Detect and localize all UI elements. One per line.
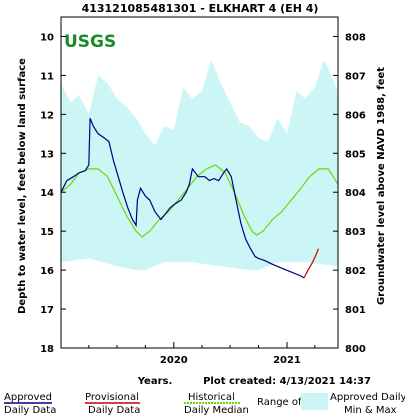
right-tick-label: 802 [345, 266, 366, 277]
left-tick-label: 10 [40, 32, 54, 43]
right-tick-label: 805 [345, 149, 366, 160]
approved-line [60, 117, 305, 279]
left-axis-ticks: 10 11 12 13 14 15 16 17 18 [40, 32, 66, 355]
y-axis-label-right: Groundwater level above NAVD 1988, feet [376, 67, 387, 305]
right-tick-label: 806 [345, 110, 366, 121]
right-tick-label: 807 [345, 71, 366, 82]
right-axis-ticks: 800 801 802 803 804 805 806 807 808 [333, 32, 366, 355]
right-tick-label: 804 [345, 188, 366, 199]
legend-range-line1: Approved Daily [330, 392, 405, 403]
legend: Approved Daily Data Provisional Daily Da… [4, 392, 405, 416]
x-tick-label: 2020 [160, 355, 188, 366]
left-tick-label: 12 [40, 110, 54, 121]
range-band [61, 59, 338, 271]
right-tick-label: 800 [345, 344, 366, 355]
provisional-line [303, 248, 320, 279]
x-tick-label: 2021 [273, 355, 301, 366]
x-axis-label: Years. [137, 376, 173, 387]
legend-historical-line1: Historical [188, 392, 235, 403]
left-tick-label: 13 [40, 149, 54, 160]
right-tick-label: 803 [345, 227, 366, 238]
left-tick-label: 11 [40, 71, 54, 82]
legend-approved-line1: Approved [4, 392, 52, 403]
left-tick-label: 17 [40, 305, 54, 316]
left-tick-label: 16 [40, 266, 54, 277]
usgs-logo: USGS [64, 32, 116, 52]
left-tick-label: 15 [40, 227, 54, 238]
legend-provisional-line1: Provisional [85, 392, 139, 403]
left-tick-label: 14 [40, 188, 54, 199]
x-axis-ticks: 2020 2021 [60, 342, 316, 366]
left-tick-label: 18 [40, 344, 54, 355]
legend-range-swatch [301, 393, 328, 410]
legend-provisional-line2: Daily Data [88, 405, 140, 416]
legend-range-label: Range of [257, 397, 302, 408]
legend-historical-line2: Daily Median [184, 405, 249, 416]
legend-range-line2: Min & Max [344, 405, 397, 416]
right-tick-label: 808 [345, 32, 366, 43]
plot-created-label: Plot created: 4/13/2021 14:37 [203, 376, 371, 387]
chart-title: 413121085481301 - ELKHART 4 (EH 4) [82, 2, 319, 15]
right-tick-label: 801 [345, 305, 366, 316]
legend-approved-line2: Daily Data [4, 405, 56, 416]
median-line [60, 164, 339, 238]
y-axis-label-left: Depth to water level, feet below land su… [17, 58, 28, 314]
plot-border [60, 16, 339, 349]
